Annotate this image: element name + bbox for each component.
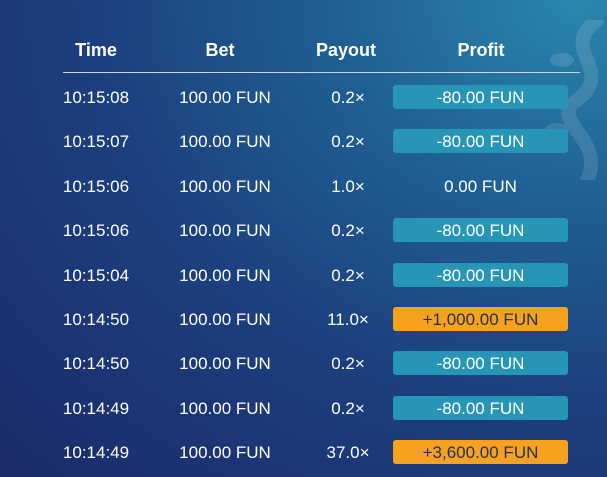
table-row: 10:14:49 100.00 FUN 37.0× +3,600.00 FUN — [0, 440, 607, 466]
profit-badge: -80.00 FUN — [393, 85, 568, 109]
bet-cell: 100.00 FUN — [179, 88, 271, 107]
payout-cell: 0.2× — [331, 132, 365, 152]
bet-cell: 100.00 FUN — [179, 354, 271, 374]
payout-cell: 37.0× — [326, 443, 370, 463]
table-row: 10:15:04 100.00 FUN 0.2× -80.00 FUN — [0, 262, 607, 289]
table-row: 10:14:50 100.00 FUN 11.0× +1,000.00 FUN — [0, 307, 607, 333]
table-row: 10:14:50 100.00 FUN 0.2× -80.00 FUN — [0, 351, 607, 377]
payout-cell: 0.2× — [331, 221, 365, 241]
header-profit: Profit — [457, 40, 505, 60]
time-cell: 10:15:04 — [62, 265, 130, 285]
payout-cell: 11.0× — [327, 310, 369, 329]
table-row: 10:15:07 100.00 FUN 0.2× -80.00 FUN — [0, 129, 607, 155]
payout-cell: 0.2× — [331, 88, 365, 107]
header-time: Time — [75, 40, 117, 60]
profit-badge: -80.00 FUN — [393, 262, 568, 287]
profit-badge: -80.00 FUN — [393, 395, 568, 420]
table-row: 10:15:06 100.00 FUN 1.0× 0.00 FUN — [0, 174, 607, 200]
profit-badge: -80.00 FUN — [393, 129, 568, 154]
payout-cell: 0.2× — [331, 265, 365, 285]
bet-cell: 100.00 FUN — [179, 132, 271, 152]
bet-cell: 100.00 FUN — [179, 176, 271, 196]
header-bet: Bet — [205, 40, 235, 60]
time-cell: 10:15:06 — [62, 221, 130, 241]
time-cell: 10:15:07 — [62, 132, 130, 152]
profit-badge: -80.00 FUN — [393, 351, 568, 376]
time-cell: 10:15:08 — [62, 88, 130, 107]
profit-badge: +1,000.00 FUN — [393, 307, 568, 331]
time-cell: 10:14:50 — [62, 310, 130, 329]
bet-cell: 100.00 FUN — [179, 310, 271, 329]
profit-badge: 0.00 FUN — [444, 176, 517, 196]
table-row: 10:14:49 100.00 FUN 0.2× -80.00 FUN — [0, 395, 607, 422]
table-row: 10:15:06 100.00 FUN 0.2× -80.00 FUN — [0, 218, 607, 244]
table-row: 10:15:08 100.00 FUN 0.2× -80.00 FUN — [0, 85, 607, 111]
header-payout: Payout — [315, 40, 376, 60]
bet-cell: 100.00 FUN — [179, 265, 271, 285]
payout-cell: 1.0× — [331, 176, 365, 196]
payout-cell: 0.2× — [331, 354, 365, 374]
time-cell: 10:14:49 — [62, 443, 130, 463]
time-cell: 10:15:06 — [62, 176, 130, 196]
time-cell: 10:14:49 — [62, 398, 130, 418]
bet-cell: 100.00 FUN — [179, 443, 271, 463]
bet-cell: 100.00 FUN — [179, 398, 271, 418]
header-divider — [63, 72, 580, 73]
bet-cell: 100.00 FUN — [179, 221, 271, 241]
time-cell: 10:14:50 — [62, 354, 130, 374]
profit-badge: -80.00 FUN — [393, 218, 568, 243]
profit-badge: +3,600.00 FUN — [393, 440, 568, 465]
payout-cell: 0.2× — [331, 398, 365, 418]
